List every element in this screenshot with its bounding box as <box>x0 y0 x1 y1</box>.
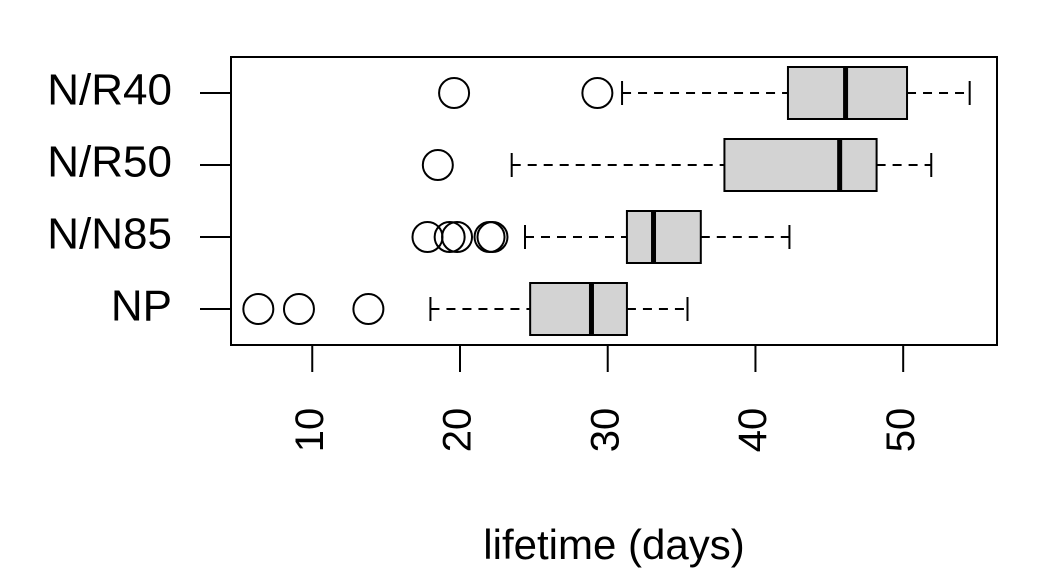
plot-frame <box>230 56 998 346</box>
x-tick-label: 50 <box>879 408 923 453</box>
outlier <box>421 149 454 181</box>
outlier <box>352 293 385 325</box>
x-axis-label: lifetime (days) <box>483 521 744 568</box>
x-tick-label: 30 <box>583 408 627 453</box>
outlier <box>476 221 509 253</box>
y-tick-label: N/R40 <box>47 66 172 115</box>
outlier <box>433 221 466 253</box>
box <box>723 138 878 192</box>
outlier <box>473 221 506 253</box>
y-tick-label: N/R50 <box>47 138 172 187</box>
outlier <box>441 221 474 253</box>
x-tick-label: 20 <box>436 408 480 453</box>
outlier <box>242 293 275 325</box>
box <box>625 210 702 264</box>
outlier <box>282 293 315 325</box>
x-tick-label: 10 <box>288 408 332 453</box>
y-tick-label: NP <box>111 282 172 331</box>
x-tick-label: 40 <box>731 408 775 453</box>
outlier <box>581 77 614 109</box>
outlier <box>438 77 471 109</box>
box <box>529 282 628 336</box>
y-tick-label: N/N85 <box>47 210 172 259</box>
